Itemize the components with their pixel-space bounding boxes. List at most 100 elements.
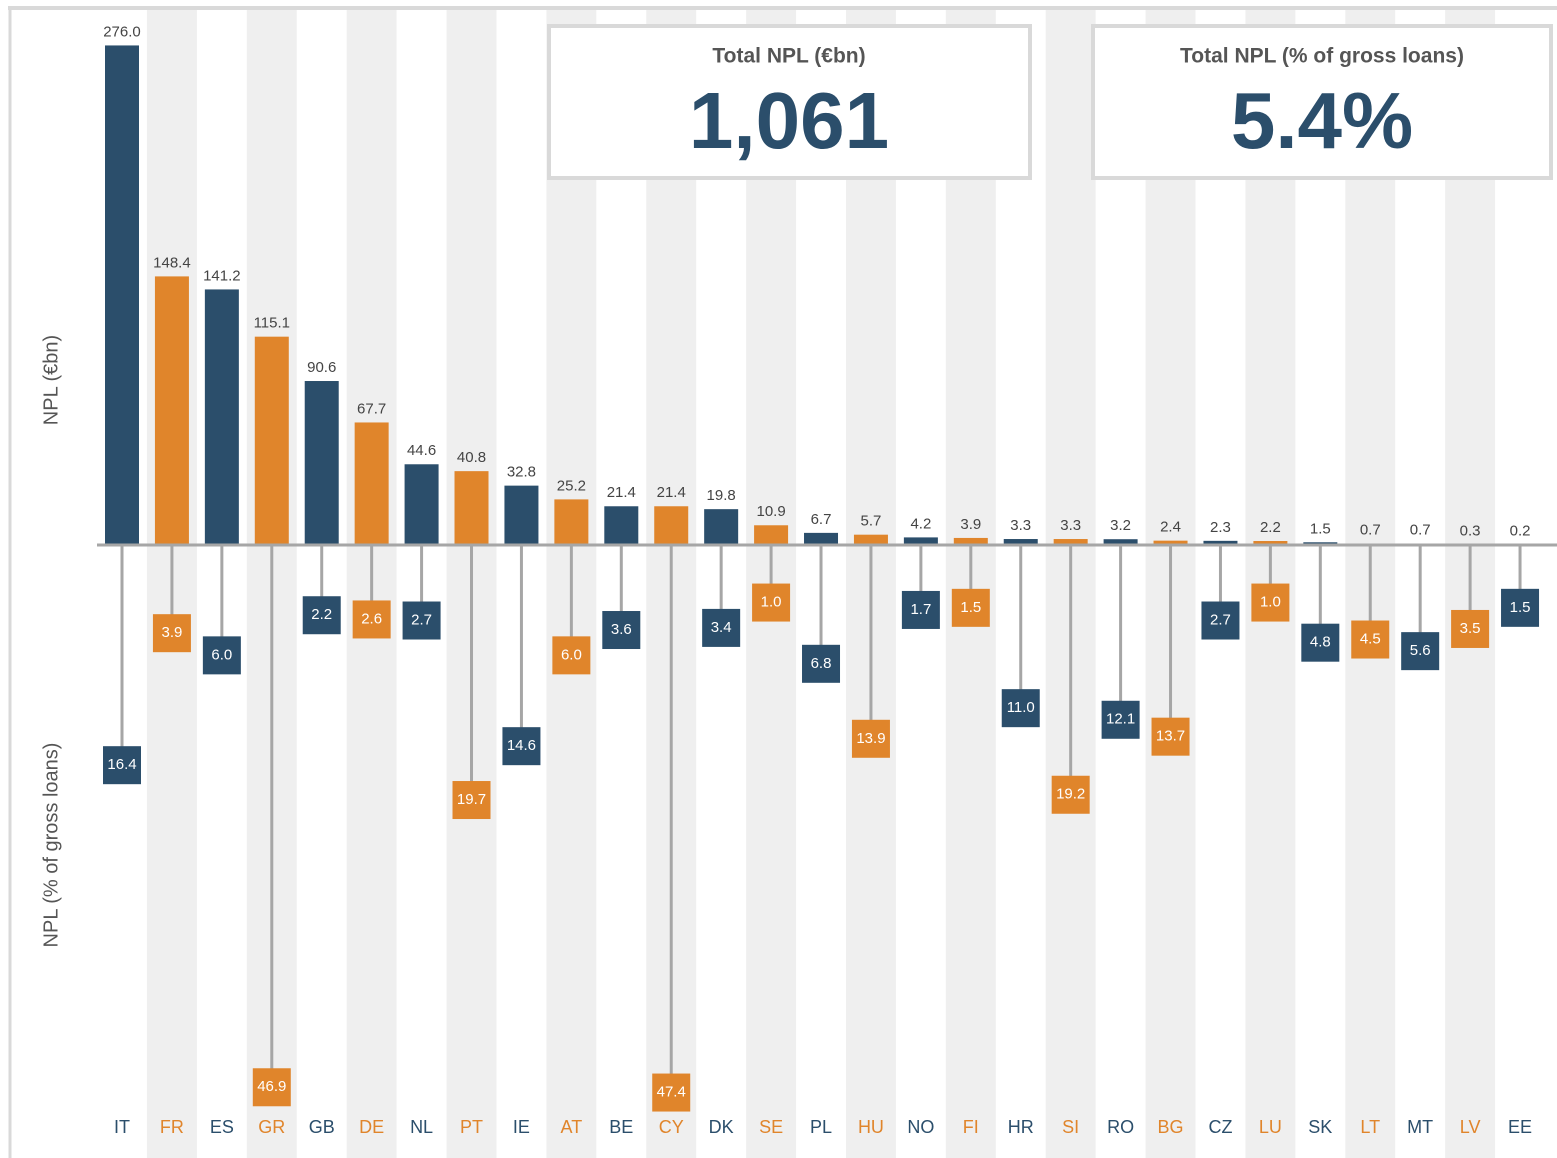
- bar-label: 6.7: [811, 511, 832, 528]
- x-tick-label: SK: [1308, 1117, 1332, 1137]
- lollipop-label: 13.9: [856, 730, 885, 747]
- bar: [1003, 539, 1038, 545]
- y-axis-label: NPL (€bn): [40, 335, 62, 425]
- lollipop-box: [1401, 632, 1440, 671]
- bar-label: 0.2: [1510, 523, 1531, 540]
- lollipop-label: 4.5: [1360, 630, 1381, 647]
- bar: [903, 537, 938, 545]
- lollipop-label: 16.4: [107, 756, 136, 773]
- x-tick-label: PT: [460, 1117, 483, 1137]
- x-tick-label: PL: [810, 1117, 832, 1137]
- x-tick-label: BE: [609, 1117, 633, 1137]
- lollipop-box: [202, 636, 241, 675]
- bar: [1153, 540, 1188, 545]
- lollipop-label: 14.6: [507, 737, 536, 754]
- bar-label: 5.7: [861, 513, 882, 530]
- bar-label: 0.7: [1360, 522, 1381, 539]
- lollipop-box: [1051, 775, 1090, 814]
- bar: [454, 471, 489, 545]
- bar-label: 3.9: [960, 516, 981, 533]
- bar-label: 3.2: [1110, 517, 1131, 534]
- lollipop-box: [452, 781, 491, 820]
- lollipop-label: 4.8: [1310, 634, 1331, 651]
- bar-label: 141.2: [203, 267, 241, 284]
- bar: [404, 464, 439, 545]
- lollipop-label: 2.7: [1210, 611, 1231, 628]
- bar: [1203, 540, 1238, 545]
- lollipop-label: 5.6: [1410, 642, 1431, 659]
- bar-label: 2.4: [1160, 519, 1181, 536]
- bar: [504, 485, 539, 545]
- x-tick-label: HR: [1008, 1117, 1034, 1137]
- bar-label: 2.2: [1260, 519, 1281, 536]
- bar-label: 0.7: [1410, 522, 1431, 539]
- bar-label: 21.4: [657, 484, 686, 501]
- lollipop-box: [103, 746, 141, 785]
- kpi-box: [547, 24, 1032, 180]
- kpi-value: 5.4%: [1231, 76, 1413, 165]
- bar: [204, 289, 239, 545]
- x-tick-label: HU: [858, 1117, 884, 1137]
- y2-axis-label: NPL (% of gross loans): [40, 743, 62, 948]
- bar: [704, 509, 739, 545]
- x-tick-label: IT: [114, 1117, 130, 1137]
- bar: [105, 45, 139, 545]
- bar-label: 3.3: [1010, 517, 1031, 534]
- lollipop-label: 1.0: [1260, 594, 1281, 611]
- lollipop-box: [951, 588, 990, 627]
- lollipop-box: [402, 601, 441, 640]
- bar-label: 4.2: [910, 515, 931, 532]
- kpi-box: [1091, 24, 1553, 180]
- lollipop-label: 2.6: [361, 610, 382, 627]
- lollipop-label: 47.4: [657, 1084, 686, 1101]
- bar-label: 2.3: [1210, 519, 1231, 536]
- x-tick-label: RO: [1107, 1117, 1134, 1137]
- bar: [654, 506, 689, 545]
- bar: [754, 525, 789, 545]
- kpi-title: Total NPL (% of gross loans): [1180, 45, 1464, 68]
- lollipop-label: 1.5: [1510, 599, 1531, 616]
- bar-label: 40.8: [457, 449, 486, 466]
- lollipop-box: [1451, 609, 1490, 648]
- lollipop-label: 19.2: [1056, 786, 1085, 803]
- lollipop-box: [152, 614, 191, 653]
- lollipop-box: [901, 590, 940, 629]
- bar-label: 10.9: [756, 503, 785, 520]
- lollipop-label: 2.7: [411, 611, 432, 628]
- bar-label: 44.6: [407, 442, 436, 459]
- lollipop-label: 6.8: [811, 655, 832, 672]
- lollipop-box: [1001, 689, 1040, 728]
- lollipop-label: 12.1: [1106, 711, 1135, 728]
- x-tick-label: AT: [561, 1117, 583, 1137]
- x-tick-label: GR: [258, 1117, 285, 1137]
- lollipop-box: [702, 608, 741, 647]
- lollipop-label: 1.5: [960, 599, 981, 616]
- bar: [1253, 541, 1288, 545]
- x-tick-label: NL: [410, 1117, 433, 1137]
- x-tick-label: CZ: [1208, 1117, 1232, 1137]
- lollipop-box: [602, 611, 641, 650]
- x-tick-label: GB: [309, 1117, 335, 1137]
- bar: [354, 422, 389, 545]
- x-tick-label: LT: [1360, 1117, 1380, 1137]
- x-tick-label: DK: [709, 1117, 734, 1137]
- lollipop-box: [851, 719, 890, 758]
- lollipop-box: [652, 1073, 691, 1112]
- lollipop-label: 3.6: [611, 621, 632, 638]
- lollipop-box: [802, 644, 841, 683]
- lollipop-box: [552, 636, 591, 675]
- x-tick-label: MT: [1407, 1117, 1433, 1137]
- x-tick-label: IE: [513, 1117, 530, 1137]
- x-tick-label: LV: [1460, 1117, 1481, 1137]
- bar: [154, 276, 189, 545]
- x-tick-label: SI: [1062, 1117, 1079, 1137]
- bar-label: 1.5: [1310, 520, 1331, 537]
- x-tick-label: EE: [1508, 1117, 1532, 1137]
- lollipop-box: [1151, 717, 1190, 756]
- bar-label: 25.2: [557, 477, 586, 494]
- lollipop-label: 3.9: [162, 624, 183, 641]
- bar-label: 148.4: [153, 254, 191, 271]
- x-tick-label: FR: [160, 1117, 184, 1137]
- lollipop-box: [252, 1068, 291, 1107]
- lollipop-label: 3.5: [1460, 620, 1481, 637]
